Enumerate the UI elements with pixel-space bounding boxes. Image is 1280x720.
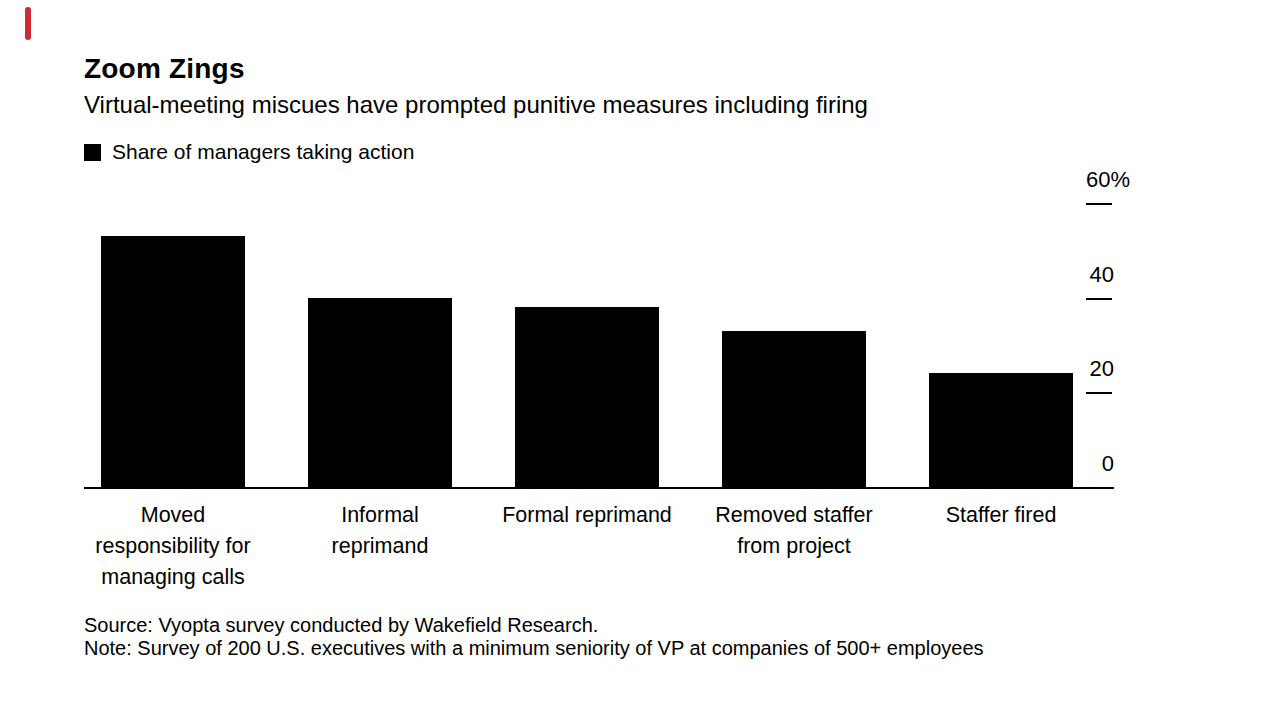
red-accent-bar <box>25 7 31 40</box>
y-tick-label-60: 60% <box>1086 168 1114 192</box>
category-label-2: Informal reprimand <box>270 500 490 562</box>
y-tick-20 <box>1086 392 1112 394</box>
bar-3 <box>515 307 659 487</box>
category-label-1: Moved responsibility for managing calls <box>63 500 283 593</box>
bar-2 <box>308 298 452 487</box>
y-tick-40 <box>1086 298 1112 300</box>
y-tick-label-20: 20 <box>1086 357 1114 381</box>
y-tick-label-40: 40 <box>1086 263 1114 287</box>
legend-square-marker <box>84 144 101 161</box>
chart-subtitle: Virtual-meeting miscues have prompted pu… <box>84 90 868 120</box>
chart-figure: Zoom Zings Virtual-meeting miscues have … <box>0 0 1280 720</box>
y-tick-label-0: 0 <box>1086 452 1114 476</box>
note-text: Note: Survey of 200 U.S. executives with… <box>84 637 984 660</box>
legend: Share of managers taking action <box>84 141 414 163</box>
x-axis-line <box>84 487 1114 489</box>
y-tick-60 <box>1086 203 1112 205</box>
bar-5 <box>929 373 1073 487</box>
bar-1 <box>101 236 245 487</box>
source-text: Source: Vyopta survey conducted by Wakef… <box>84 614 598 637</box>
legend-label: Share of managers taking action <box>112 141 414 163</box>
category-label-5: Staffer fired <box>891 500 1111 531</box>
category-label-3: Formal reprimand <box>477 500 697 531</box>
bar-4 <box>722 331 866 487</box>
chart-title: Zoom Zings <box>84 53 245 85</box>
category-label-4: Removed staffer from project <box>684 500 904 562</box>
